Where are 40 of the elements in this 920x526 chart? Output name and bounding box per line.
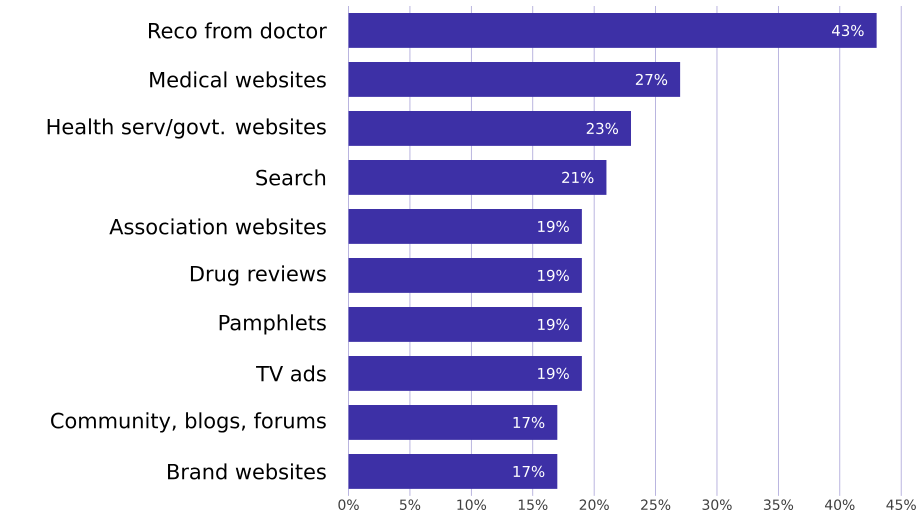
data-label: 17% [514,466,544,478]
x-tick-label: 20% [580,500,609,510]
data-label: 27% [636,74,668,86]
bar [348,356,582,391]
x-tick-label: 5% [400,500,420,510]
y-tick-label: Reco from doctor [149,22,327,39]
data-label: 23% [586,122,618,134]
y-tick-label: Medical websites [150,71,326,88]
y-tick-label: TV ads [256,365,326,382]
bar [348,258,582,293]
y-tick-label: Brand websites [168,463,326,480]
bar [348,405,558,440]
data-label: 19% [538,220,569,232]
bar [348,160,606,195]
x-tick-label: 30% [702,500,732,510]
bar [348,307,582,342]
data-label: 17% [514,416,544,428]
x-tick-label: 10% [457,500,486,510]
bar [348,454,558,489]
x-tick-label: 0% [338,500,359,510]
data-label: 19% [538,270,569,282]
y-tick-label: Association websites [109,218,326,235]
x-tick-label: 15% [518,500,548,510]
y-tick-label: Community, blogs, forums [51,412,326,433]
y-tick-label: Health serv/govt. websites [48,118,326,139]
data-label: 21% [562,172,594,184]
y-tick-label: Drug reviews [190,265,326,286]
y-tick-label: Search [256,169,326,186]
bar [348,111,632,146]
data-label: 43% [832,24,864,36]
x-tick-label: 25% [641,500,670,510]
bar [348,13,877,48]
data-label: 19% [538,368,569,380]
y-tick-label: Pamphlets [220,314,326,335]
bar [348,209,582,244]
data-label: 19% [538,318,569,330]
bar [348,62,680,97]
x-tick-label: 45% [886,500,916,510]
x-tick-label: 35% [764,500,794,510]
x-tick-label: 40% [824,500,855,510]
